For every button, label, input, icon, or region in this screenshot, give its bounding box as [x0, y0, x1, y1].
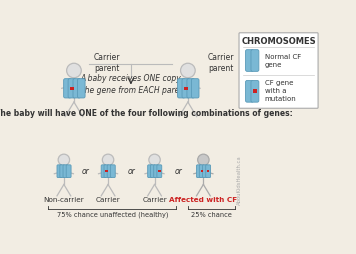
Text: or: or — [82, 167, 89, 176]
Text: Carrier: Carrier — [96, 197, 120, 203]
FancyBboxPatch shape — [157, 165, 162, 178]
FancyBboxPatch shape — [246, 50, 253, 71]
FancyBboxPatch shape — [60, 165, 65, 178]
FancyBboxPatch shape — [148, 165, 152, 178]
Text: CHROMOSOMES: CHROMOSOMES — [241, 37, 316, 46]
FancyBboxPatch shape — [107, 165, 112, 178]
FancyBboxPatch shape — [178, 79, 185, 98]
Bar — [105, 170, 108, 172]
FancyBboxPatch shape — [187, 79, 194, 98]
FancyBboxPatch shape — [78, 79, 85, 98]
FancyBboxPatch shape — [151, 165, 155, 178]
FancyBboxPatch shape — [66, 165, 71, 178]
Text: Carrier
parent: Carrier parent — [94, 53, 121, 73]
Bar — [200, 170, 203, 172]
Bar — [184, 87, 188, 90]
Text: AbouKidsHealth.ca: AbouKidsHealth.ca — [237, 156, 242, 205]
FancyBboxPatch shape — [182, 79, 190, 98]
Text: CF gene
with a
mutation: CF gene with a mutation — [265, 80, 296, 102]
Bar — [158, 170, 161, 172]
Text: A baby receives ONE copy
of the gene from EACH parent.: A baby receives ONE copy of the gene fro… — [72, 74, 190, 95]
FancyBboxPatch shape — [199, 165, 204, 178]
Bar — [70, 87, 74, 90]
Circle shape — [102, 154, 114, 166]
FancyBboxPatch shape — [251, 81, 259, 102]
FancyBboxPatch shape — [104, 165, 109, 178]
Circle shape — [67, 63, 81, 78]
Text: Normal CF
gene: Normal CF gene — [265, 54, 301, 68]
Bar — [207, 170, 209, 172]
Text: Affected with CF: Affected with CF — [169, 197, 237, 203]
Circle shape — [198, 154, 209, 166]
Text: The baby will have ONE of the four following combinations of genes:: The baby will have ONE of the four follo… — [0, 109, 293, 118]
FancyBboxPatch shape — [73, 79, 80, 98]
FancyBboxPatch shape — [246, 81, 253, 102]
FancyBboxPatch shape — [197, 165, 201, 178]
FancyBboxPatch shape — [192, 79, 199, 98]
FancyBboxPatch shape — [101, 165, 106, 178]
Text: 75% chance unaffected (healthy): 75% chance unaffected (healthy) — [57, 211, 168, 218]
FancyBboxPatch shape — [239, 33, 318, 108]
FancyBboxPatch shape — [203, 165, 208, 178]
FancyBboxPatch shape — [206, 165, 210, 178]
Circle shape — [58, 154, 69, 166]
FancyBboxPatch shape — [251, 50, 259, 71]
FancyBboxPatch shape — [110, 165, 115, 178]
FancyBboxPatch shape — [64, 79, 71, 98]
FancyBboxPatch shape — [63, 165, 68, 178]
Text: Carrier: Carrier — [142, 197, 167, 203]
Text: or: or — [175, 167, 183, 176]
Text: Non-carrier: Non-carrier — [43, 197, 84, 203]
FancyBboxPatch shape — [68, 79, 76, 98]
FancyBboxPatch shape — [154, 165, 158, 178]
FancyBboxPatch shape — [57, 165, 62, 178]
Text: Carrier
parent: Carrier parent — [208, 53, 235, 73]
Text: or: or — [127, 167, 135, 176]
Text: 25% chance: 25% chance — [191, 212, 232, 217]
Circle shape — [180, 63, 195, 78]
Circle shape — [149, 154, 160, 166]
Bar — [253, 89, 257, 93]
